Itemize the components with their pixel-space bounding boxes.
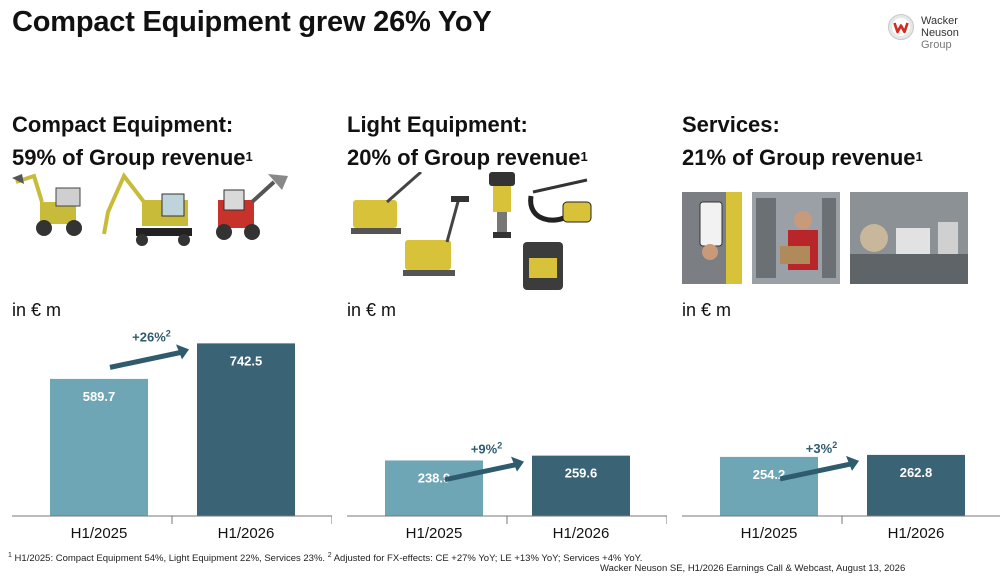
bar-value-label: 589.7: [83, 389, 116, 404]
footnote-text-1: H1/2025: Compact Equipment 54%, Light Eq…: [11, 553, 328, 565]
services-images: [682, 192, 968, 284]
growth-footnote-marker: 2: [166, 328, 171, 338]
panel-heading: Compact Equipment: 59% of Group revenue1: [12, 108, 253, 174]
rammer-image: [489, 172, 515, 238]
category-label: H1/2026: [553, 525, 610, 540]
panel-heading-line2: 59% of Group revenue: [12, 145, 246, 170]
plate-compactor-image: [351, 172, 422, 234]
service-photo-warehouse-image: [752, 192, 840, 284]
logo-line2: Group: [921, 39, 952, 51]
bar-h1-2025: [385, 460, 483, 516]
growth-arrow-head: [846, 455, 859, 471]
panel-heading: Light Equipment: 20% of Group revenue1: [347, 108, 588, 174]
concrete-vibrator-image: [528, 178, 592, 223]
wheel-loader-image: [12, 173, 82, 236]
panel-services: Services: 21% of Group revenue1 in: [682, 108, 1000, 540]
footnote-marker-2: 2: [327, 552, 332, 559]
company-logo: Wacker Neuson Group: [888, 14, 998, 51]
growth-arrow-shaft: [779, 461, 852, 482]
bar-h1-2026: [867, 454, 965, 516]
bar-chart-light: 238.9 H1/2025 259.6 H1/2026 +9%2: [347, 441, 667, 540]
bar-h1-2026: [197, 343, 295, 516]
unit-label: in € m: [347, 300, 397, 320]
footnote-text-2: Adjusted for FX-effects: CE +27% YoY; LE…: [331, 553, 643, 565]
bar-h1-2025: [720, 456, 818, 516]
category-label: H1/2026: [218, 525, 275, 540]
service-photo-parts-image: [850, 192, 968, 284]
footnote-marker: 1: [915, 149, 923, 164]
category-label: H1/2025: [406, 525, 463, 540]
growth-footnote-marker: 2: [832, 440, 837, 450]
bar-value-label: 238.9: [418, 470, 451, 485]
category-label: H1/2025: [71, 525, 128, 540]
growth-arrow-shaft: [444, 462, 517, 483]
panel-heading-line1: Compact Equipment:: [12, 112, 234, 137]
growth-label: +26%2: [132, 328, 171, 344]
growth-footnote-marker: 2: [497, 441, 502, 451]
footnote-marker: 1: [580, 149, 588, 164]
unit-label: in € m: [682, 300, 732, 320]
light-equipment-images: [351, 172, 592, 290]
bar-h1-2025: [50, 378, 148, 516]
compact-equipment-images: [12, 172, 288, 246]
page-title: Compact Equipment grew 26% YoY: [12, 6, 492, 38]
excavator-image: [102, 172, 192, 246]
bar-chart-services: 254.2 H1/2025 262.8 H1/2026 +3%2: [682, 440, 1000, 540]
category-label: H1/2025: [741, 525, 798, 540]
panel-light-equipment: Light Equipment: 20% of Group revenue1: [347, 108, 667, 540]
growth-label: +9%2: [471, 441, 502, 457]
growth-arrow-head: [511, 456, 524, 472]
unit-label: in € m: [12, 300, 62, 320]
plate-compactor-2-image: [403, 196, 469, 276]
bar-value-label: 742.5: [230, 353, 263, 368]
logo-mark-icon: [888, 14, 914, 40]
growth-label: +3%2: [806, 440, 837, 456]
service-photo-phone-image: [682, 192, 742, 284]
bar-value-label: 254.2: [753, 467, 786, 482]
panel-compact-equipment: Compact Equipment: 59% of Group revenue1: [12, 108, 332, 540]
bar-h1-2026: [532, 455, 630, 516]
growth-arrow-head: [176, 344, 189, 360]
bar-value-label: 259.6: [565, 466, 598, 481]
panel-heading: Services: 21% of Group revenue1: [682, 108, 923, 174]
panel-heading-line2: 20% of Group revenue: [347, 145, 581, 170]
footnote: 1 H1/2025: Compact Equipment 54%, Light …: [8, 552, 642, 564]
battery-pack-image: [523, 242, 563, 290]
source-line: Wacker Neuson SE, H1/2026 Earnings Call …: [600, 563, 906, 574]
category-label: H1/2026: [888, 525, 945, 540]
panel-heading-line1: Services:: [682, 112, 780, 137]
logo-line1: Wacker Neuson: [921, 15, 959, 39]
growth-arrow-shaft: [109, 349, 182, 370]
red-loader-image: [216, 174, 288, 240]
panel-heading-line2: 21% of Group revenue: [682, 145, 916, 170]
footnote-marker: 1: [245, 149, 253, 164]
bar-chart-compact: 589.7 H1/2025 742.5 H1/2026 +26%2: [12, 328, 332, 540]
panel-heading-line1: Light Equipment:: [347, 112, 528, 137]
bar-value-label: 262.8: [900, 465, 933, 480]
footnote-marker-1: 1: [8, 552, 12, 559]
